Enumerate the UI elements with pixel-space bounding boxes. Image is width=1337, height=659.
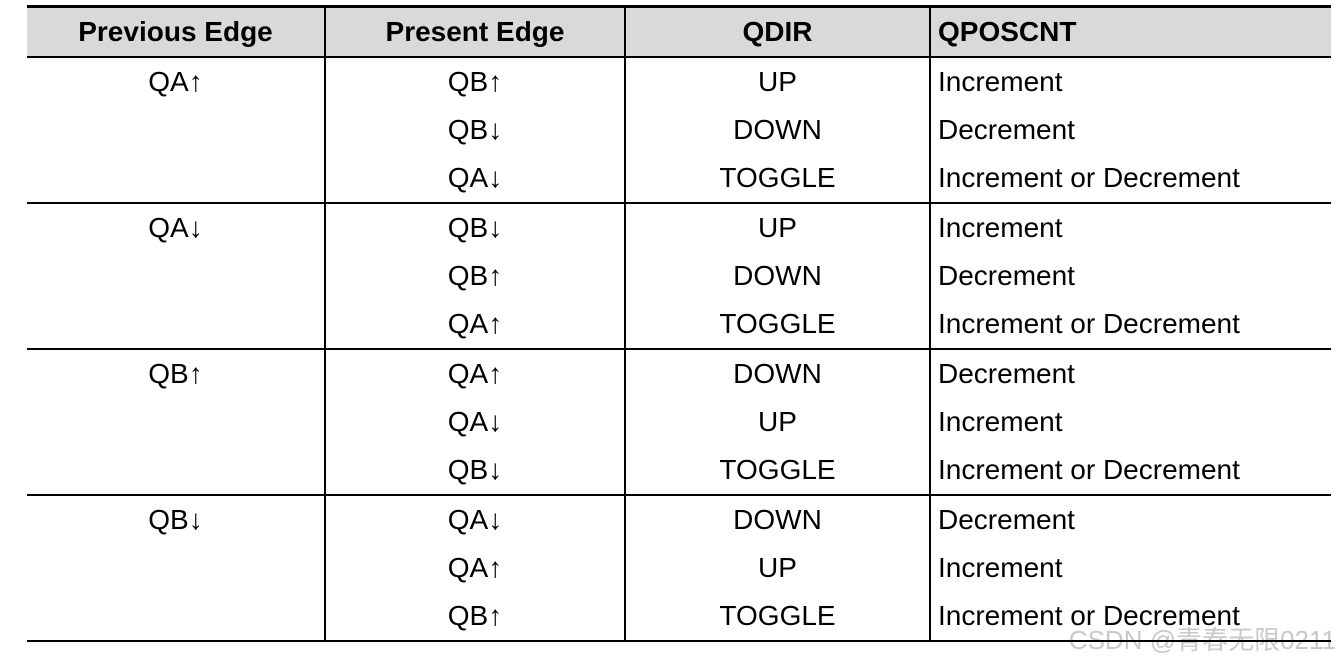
cell-qposcnt: Decrement <box>929 106 1331 154</box>
cell-present-edge: QB↑ <box>324 252 625 300</box>
table-group-qa-falling: QA↓ QB↓ UP Increment QB↑ DOWN Decrement … <box>27 203 1331 349</box>
table-row: QA↑ QB↑ UP Increment <box>27 57 1331 106</box>
cell-qdir: TOGGLE <box>624 592 930 641</box>
cell-present-edge: QA↓ <box>324 495 625 544</box>
cell-present-edge: QA↑ <box>324 544 625 592</box>
cell-previous-edge: QB↓ <box>148 504 203 535</box>
cell-qdir: UP <box>624 57 930 106</box>
cell-present-edge: QA↑ <box>324 300 625 349</box>
cell-present-edge: QB↓ <box>324 203 625 252</box>
cell-present-edge: QA↓ <box>324 154 625 203</box>
table-group-qb-rising: QB↑ QA↑ DOWN Decrement QA↓ UP Increment … <box>27 349 1331 495</box>
cell-previous-edge: QA↓ <box>148 212 203 243</box>
cell-qposcnt: Increment or Decrement <box>929 154 1331 203</box>
quadrature-decoding-table: Previous Edge Present Edge QDIR QPOSCNT … <box>27 5 1331 642</box>
cell-qdir: DOWN <box>624 106 930 154</box>
column-header-qdir: QDIR <box>624 6 930 58</box>
cell-qposcnt: Decrement <box>929 252 1331 300</box>
cell-qposcnt: Increment <box>929 57 1331 106</box>
cell-qposcnt: Increment or Decrement <box>929 446 1331 495</box>
cell-qposcnt: Decrement <box>929 349 1331 398</box>
cell-qdir: DOWN <box>624 252 930 300</box>
table-row: QB↓ QA↓ DOWN Decrement <box>27 495 1331 544</box>
cell-present-edge: QB↑ <box>324 592 625 641</box>
cell-qdir: TOGGLE <box>624 446 930 495</box>
cell-qposcnt: Increment <box>929 203 1331 252</box>
cell-qdir: UP <box>624 203 930 252</box>
table-row: QB↓ TOGGLE Increment or Decrement <box>27 446 1331 495</box>
cell-qposcnt: Decrement <box>929 495 1331 544</box>
table-row: QB↑ DOWN Decrement <box>27 252 1331 300</box>
column-header-qposcnt: QPOSCNT <box>929 6 1331 58</box>
table-row: QB↑ TOGGLE Increment or Decrement <box>27 592 1331 641</box>
cell-previous-edge: QB↑ <box>148 358 203 389</box>
table-header: Previous Edge Present Edge QDIR QPOSCNT <box>27 6 1331 58</box>
cell-qposcnt: Increment <box>929 398 1331 446</box>
cell-present-edge: QB↑ <box>324 57 625 106</box>
cell-qdir: UP <box>624 544 930 592</box>
table-row: QA↑ TOGGLE Increment or Decrement <box>27 300 1331 349</box>
cell-present-edge: QA↑ <box>324 349 625 398</box>
table-group-qb-falling: QB↓ QA↓ DOWN Decrement QA↑ UP Increment … <box>27 495 1331 641</box>
cell-qposcnt: Increment or Decrement <box>929 300 1331 349</box>
table-row: QB↓ DOWN Decrement <box>27 106 1331 154</box>
cell-qdir: DOWN <box>624 349 930 398</box>
column-header-previous-edge: Previous Edge <box>27 6 325 58</box>
cell-qdir: TOGGLE <box>624 300 930 349</box>
cell-previous-edge: QA↑ <box>148 66 203 97</box>
cell-present-edge: QA↓ <box>324 398 625 446</box>
cell-qposcnt: Increment or Decrement <box>929 592 1331 641</box>
cell-qdir: DOWN <box>624 495 930 544</box>
cell-qdir: TOGGLE <box>624 154 930 203</box>
cell-present-edge: QB↓ <box>324 106 625 154</box>
table-row: QA↓ UP Increment <box>27 398 1331 446</box>
column-header-present-edge: Present Edge <box>324 6 625 58</box>
header-row: Previous Edge Present Edge QDIR QPOSCNT <box>27 6 1331 58</box>
cell-present-edge: QB↓ <box>324 446 625 495</box>
table-row: QB↑ QA↑ DOWN Decrement <box>27 349 1331 398</box>
table-row: QA↓ TOGGLE Increment or Decrement <box>27 154 1331 203</box>
cell-qdir: UP <box>624 398 930 446</box>
table-row: QA↑ UP Increment <box>27 544 1331 592</box>
table-row: QA↓ QB↓ UP Increment <box>27 203 1331 252</box>
table-group-qa-rising: QA↑ QB↑ UP Increment QB↓ DOWN Decrement … <box>27 57 1331 203</box>
cell-qposcnt: Increment <box>929 544 1331 592</box>
